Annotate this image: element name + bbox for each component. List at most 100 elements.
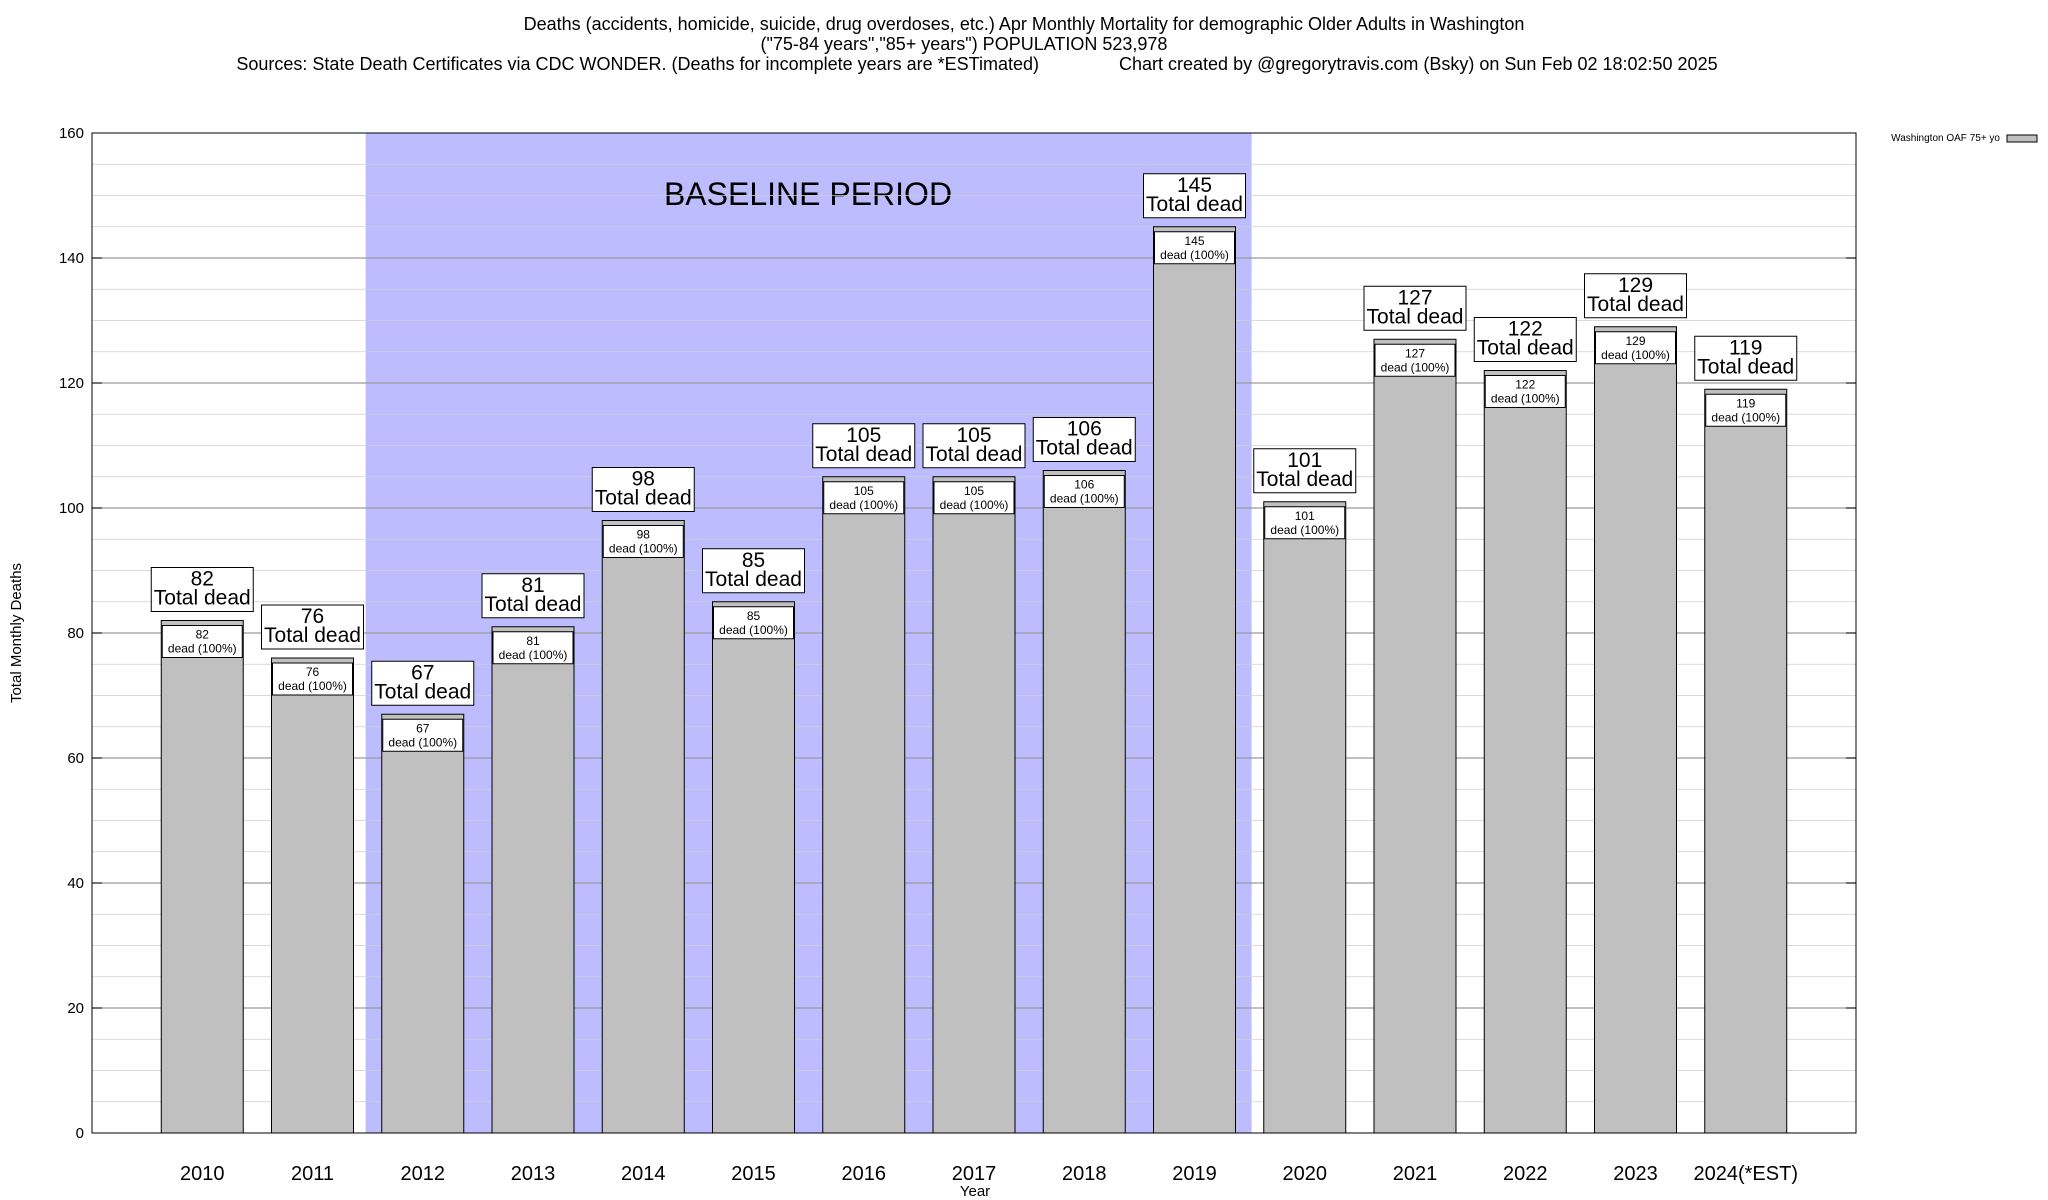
legend: Washington OAF 75+ yo	[1891, 133, 2038, 144]
top-label-box	[1584, 273, 1687, 319]
x-tick-label: 2015	[731, 1163, 776, 1185]
top-label-text: Total dead	[264, 624, 361, 647]
inner-label-box	[1484, 375, 1566, 408]
axes: 0 20 40 60 80 100 120 140 160 2010 2011 2012 2013 201…	[8, 125, 1857, 1200]
top-label-box	[1032, 417, 1136, 462]
top-label-box	[1694, 335, 1798, 381]
inner-label-text: dead (100%)	[1601, 348, 1670, 362]
inner-label-value: 105	[964, 484, 984, 498]
x-axis-label: Year	[960, 1183, 990, 1200]
bar	[1042, 470, 1126, 1134]
top-label-box	[481, 573, 585, 619]
inner-label-text: dead (100%)	[1711, 410, 1780, 424]
top-label-value: 101	[1287, 449, 1322, 472]
top-label-value: 67	[411, 661, 434, 684]
inner-label-text: dead (100%)	[1381, 360, 1450, 374]
inner-label-box	[1264, 506, 1346, 540]
bar	[381, 713, 465, 1134]
x-tick-label: 2011	[291, 1163, 334, 1185]
inner-label-text: dead (100%)	[1491, 392, 1560, 406]
y-axis-label: Total Monthly Deaths	[8, 563, 25, 703]
top-label-text: Total dead	[705, 568, 802, 591]
top-label-value: 82	[191, 568, 214, 591]
y-tick-label: 100	[59, 500, 84, 517]
bar	[160, 620, 244, 1134]
chart-title: Deaths (accidents, homicide, suicide, dr…	[236, 14, 1717, 74]
title-line: ("75-84 years","85+ years") POPULATION 5…	[761, 34, 1168, 54]
x-tick-label: 2024(*EST)	[1694, 1163, 1799, 1185]
bar	[1483, 370, 1567, 1134]
inner-label-box	[1374, 343, 1456, 377]
inner-label-box	[1705, 393, 1787, 427]
top-label-box	[1473, 317, 1577, 362]
inner-label-text: dead (100%)	[719, 623, 788, 637]
inner-label-text: dead (100%)	[1160, 248, 1229, 262]
top-label-box	[1253, 448, 1357, 494]
y-tick-label: 20	[67, 1000, 84, 1017]
top-label-value: 105	[956, 424, 991, 447]
bar	[601, 520, 685, 1134]
inner-label-text: dead (100%)	[1270, 523, 1339, 537]
bar	[1594, 326, 1677, 1134]
inner-label-value: 122	[1515, 378, 1535, 392]
bar	[271, 657, 354, 1134]
inner-label-value: 106	[1074, 478, 1094, 492]
x-tick-label: 2017	[952, 1163, 997, 1185]
title-line: Deaths (accidents, homicide, suicide, dr…	[524, 14, 1525, 34]
bar	[1153, 226, 1236, 1134]
top-label-text: Total dead	[1367, 305, 1464, 328]
top-label-value: 98	[632, 468, 655, 491]
inner-label-text: dead (100%)	[499, 648, 568, 662]
x-tick-label: 2014	[621, 1163, 666, 1185]
top-label-text: Total dead	[1477, 337, 1574, 360]
x-tick-label: 2019	[1172, 1163, 1217, 1185]
top-label-text: Total dead	[1146, 193, 1243, 216]
x-tick-label: 2013	[511, 1163, 556, 1185]
top-label-box	[1143, 173, 1246, 219]
top-label-value: 129	[1618, 274, 1653, 297]
bar	[1263, 501, 1347, 1134]
inner-label-text: dead (100%)	[609, 542, 678, 556]
inner-label-box	[602, 525, 684, 558]
inner-label-text: dead (100%)	[168, 642, 237, 656]
y-tick-label: 140	[59, 250, 84, 267]
inner-label-text: dead (100%)	[278, 679, 347, 693]
top-label-box	[261, 604, 364, 650]
inner-label-box	[1595, 331, 1676, 365]
inner-label-box	[161, 625, 243, 658]
bar	[1373, 338, 1457, 1134]
inner-label-value: 67	[416, 721, 430, 735]
inner-label-value: 129	[1625, 334, 1645, 348]
inner-label-box	[1043, 475, 1125, 508]
top-label-text: Total dead	[485, 593, 582, 616]
y-tick-label: 160	[59, 125, 84, 142]
top-label-value: 76	[301, 605, 324, 628]
x-tick-label: 2023	[1613, 1163, 1658, 1185]
top-label-value: 85	[742, 549, 765, 572]
inner-label-value: 98	[637, 528, 651, 542]
top-label-value: 81	[521, 574, 544, 597]
top-label-box	[150, 567, 254, 612]
inner-label-box	[933, 481, 1015, 515]
top-label-text: Total dead	[926, 443, 1023, 466]
y-tick-label: 40	[67, 875, 84, 892]
x-tick-label: 2012	[401, 1163, 446, 1185]
top-label-box	[922, 423, 1026, 469]
top-label-value: 145	[1177, 174, 1212, 197]
inner-label-box	[713, 606, 794, 640]
y-tick-label: 60	[67, 750, 84, 767]
legend-entry-label: Washington OAF 75+ yo	[1891, 133, 2000, 144]
top-label-text: Total dead	[1036, 437, 1133, 460]
x-tick-label: 2020	[1283, 1163, 1328, 1185]
inner-label-text: dead (100%)	[1050, 492, 1119, 506]
top-label-value: 106	[1067, 418, 1102, 441]
inner-label-value: 119	[1736, 396, 1755, 410]
top-label-box	[1363, 285, 1467, 331]
inner-label-box	[1154, 231, 1235, 265]
top-label-value: 127	[1397, 286, 1432, 309]
inner-label-value: 127	[1405, 346, 1425, 360]
top-label-box	[591, 467, 695, 512]
inner-label-box	[382, 718, 464, 752]
inner-label-box	[492, 631, 574, 665]
